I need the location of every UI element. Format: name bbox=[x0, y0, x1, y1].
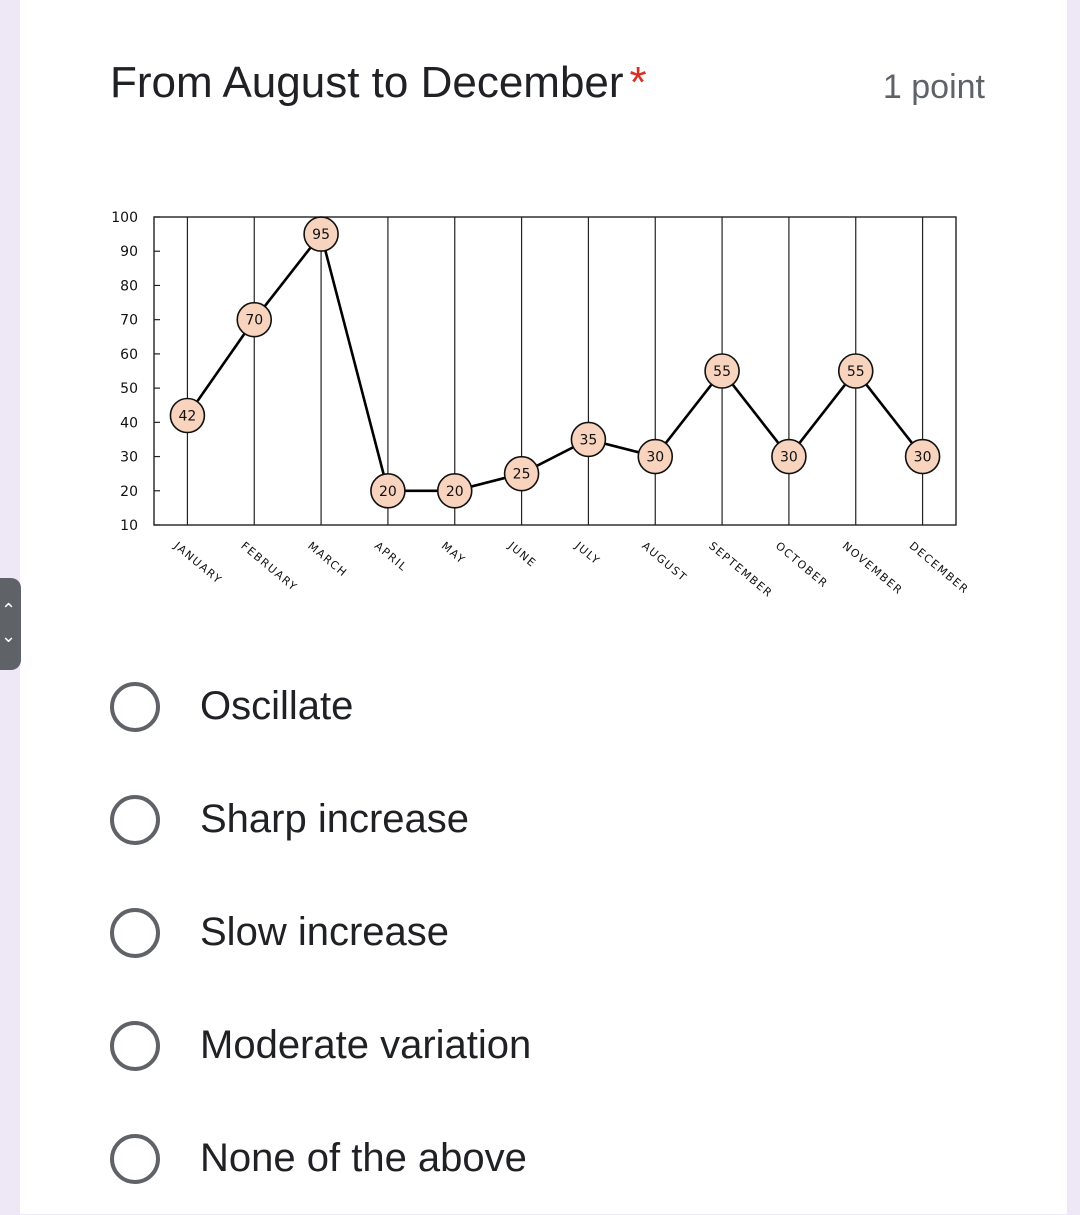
y-tick-label: 70 bbox=[120, 313, 138, 329]
data-label: 20 bbox=[446, 484, 464, 500]
data-point bbox=[704, 353, 740, 389]
data-label: 95 bbox=[312, 227, 330, 243]
y-tick-label: 100 bbox=[111, 210, 138, 226]
chevron-down-icon[interactable]: ⌄ bbox=[0, 626, 17, 647]
answer-options: Oscillate Sharp increase Slow increase M… bbox=[110, 650, 1010, 1215]
data-label: 70 bbox=[245, 313, 263, 329]
radio-button[interactable] bbox=[110, 1020, 160, 1071]
option-slow-increase[interactable]: Slow increase bbox=[110, 876, 1010, 989]
data-label: 55 bbox=[847, 364, 865, 380]
y-tick-label: 30 bbox=[120, 450, 138, 466]
data-point bbox=[436, 472, 473, 509]
data-point bbox=[771, 438, 807, 475]
y-tick-label: 20 bbox=[120, 484, 138, 500]
option-moderate-variation[interactable]: Moderate variation bbox=[110, 989, 1010, 1102]
x-tick-label: APRIL bbox=[372, 539, 410, 574]
data-point bbox=[837, 353, 874, 389]
option-label: Sharp increase bbox=[200, 797, 470, 841]
question-card: From August to December * 1 point 10 20 30 4… bbox=[20, 0, 1067, 1214]
x-tick-label: DECEMBER bbox=[907, 539, 972, 596]
y-tick-label: 10 bbox=[120, 518, 138, 534]
x-tick-label: JULY bbox=[572, 539, 603, 568]
y-tick-label: 90 bbox=[120, 244, 138, 260]
data-point bbox=[236, 301, 273, 338]
scroll-navigation-tab[interactable]: ⌃ ⌄ bbox=[0, 578, 21, 670]
y-tick-label: 80 bbox=[120, 278, 138, 294]
chevron-up-icon[interactable]: ⌃ bbox=[0, 600, 17, 621]
y-tick-label: 50 bbox=[120, 381, 138, 397]
points-label: 1 point bbox=[882, 68, 985, 106]
question-title: From August to December bbox=[110, 58, 624, 107]
x-tick-label: JANUARY bbox=[171, 539, 225, 587]
data-point bbox=[637, 438, 674, 475]
line-chart-svg: 10 20 30 40 50 60 70 80 90 100 JANUARY FEBRUARY MARC… bbox=[111, 210, 972, 600]
question-title-row: From August to December * bbox=[110, 58, 647, 108]
y-tick-label: 40 bbox=[120, 415, 138, 431]
radio-button[interactable] bbox=[110, 907, 160, 958]
data-point bbox=[503, 455, 540, 492]
plot-frame bbox=[153, 216, 957, 526]
x-tick-label: MAY bbox=[439, 539, 468, 567]
data-label: 55 bbox=[713, 364, 731, 380]
y-tick-label: 60 bbox=[120, 347, 138, 363]
radio-button[interactable] bbox=[110, 1133, 160, 1184]
line-chart: 10 20 30 40 50 60 70 80 90 100 JANUARY FEBRUARY MARC… bbox=[80, 190, 1040, 630]
option-label: Slow increase bbox=[200, 910, 450, 954]
data-label: 42 bbox=[179, 408, 197, 424]
data-label: 20 bbox=[379, 484, 397, 500]
x-tick-label: AUGUST bbox=[639, 539, 689, 584]
option-sharp-increase[interactable]: Sharp increase bbox=[110, 763, 1010, 876]
required-asterisk: * bbox=[629, 58, 647, 107]
radio-button[interactable] bbox=[110, 681, 160, 732]
option-label: None of the above bbox=[200, 1136, 527, 1180]
data-label: 25 bbox=[513, 467, 531, 483]
option-none-of-the-above[interactable]: None of the above bbox=[110, 1102, 1010, 1215]
option-label: Oscillate bbox=[200, 684, 354, 728]
option-oscillate[interactable]: Oscillate bbox=[110, 650, 1010, 763]
radio-button[interactable] bbox=[110, 794, 160, 845]
x-tick-label: OCTOBER bbox=[773, 539, 831, 590]
data-label: 30 bbox=[780, 450, 798, 466]
data-point bbox=[370, 472, 406, 509]
x-tick-label: MARCH bbox=[305, 539, 350, 580]
data-point bbox=[904, 438, 941, 475]
x-tick-label: SEPTEMBER bbox=[706, 539, 775, 600]
data-point bbox=[169, 397, 206, 434]
data-label: 35 bbox=[580, 432, 598, 448]
data-point bbox=[570, 421, 607, 458]
x-tick-label: NOVEMBER bbox=[840, 539, 906, 597]
x-tick-label: JUNE bbox=[505, 539, 539, 570]
series-line bbox=[186, 231, 924, 493]
data-label: 30 bbox=[646, 450, 664, 466]
option-label: Moderate variation bbox=[200, 1023, 532, 1067]
x-tick-label: FEBRUARY bbox=[238, 539, 300, 594]
data-point bbox=[303, 216, 339, 252]
data-label: 30 bbox=[914, 450, 932, 466]
